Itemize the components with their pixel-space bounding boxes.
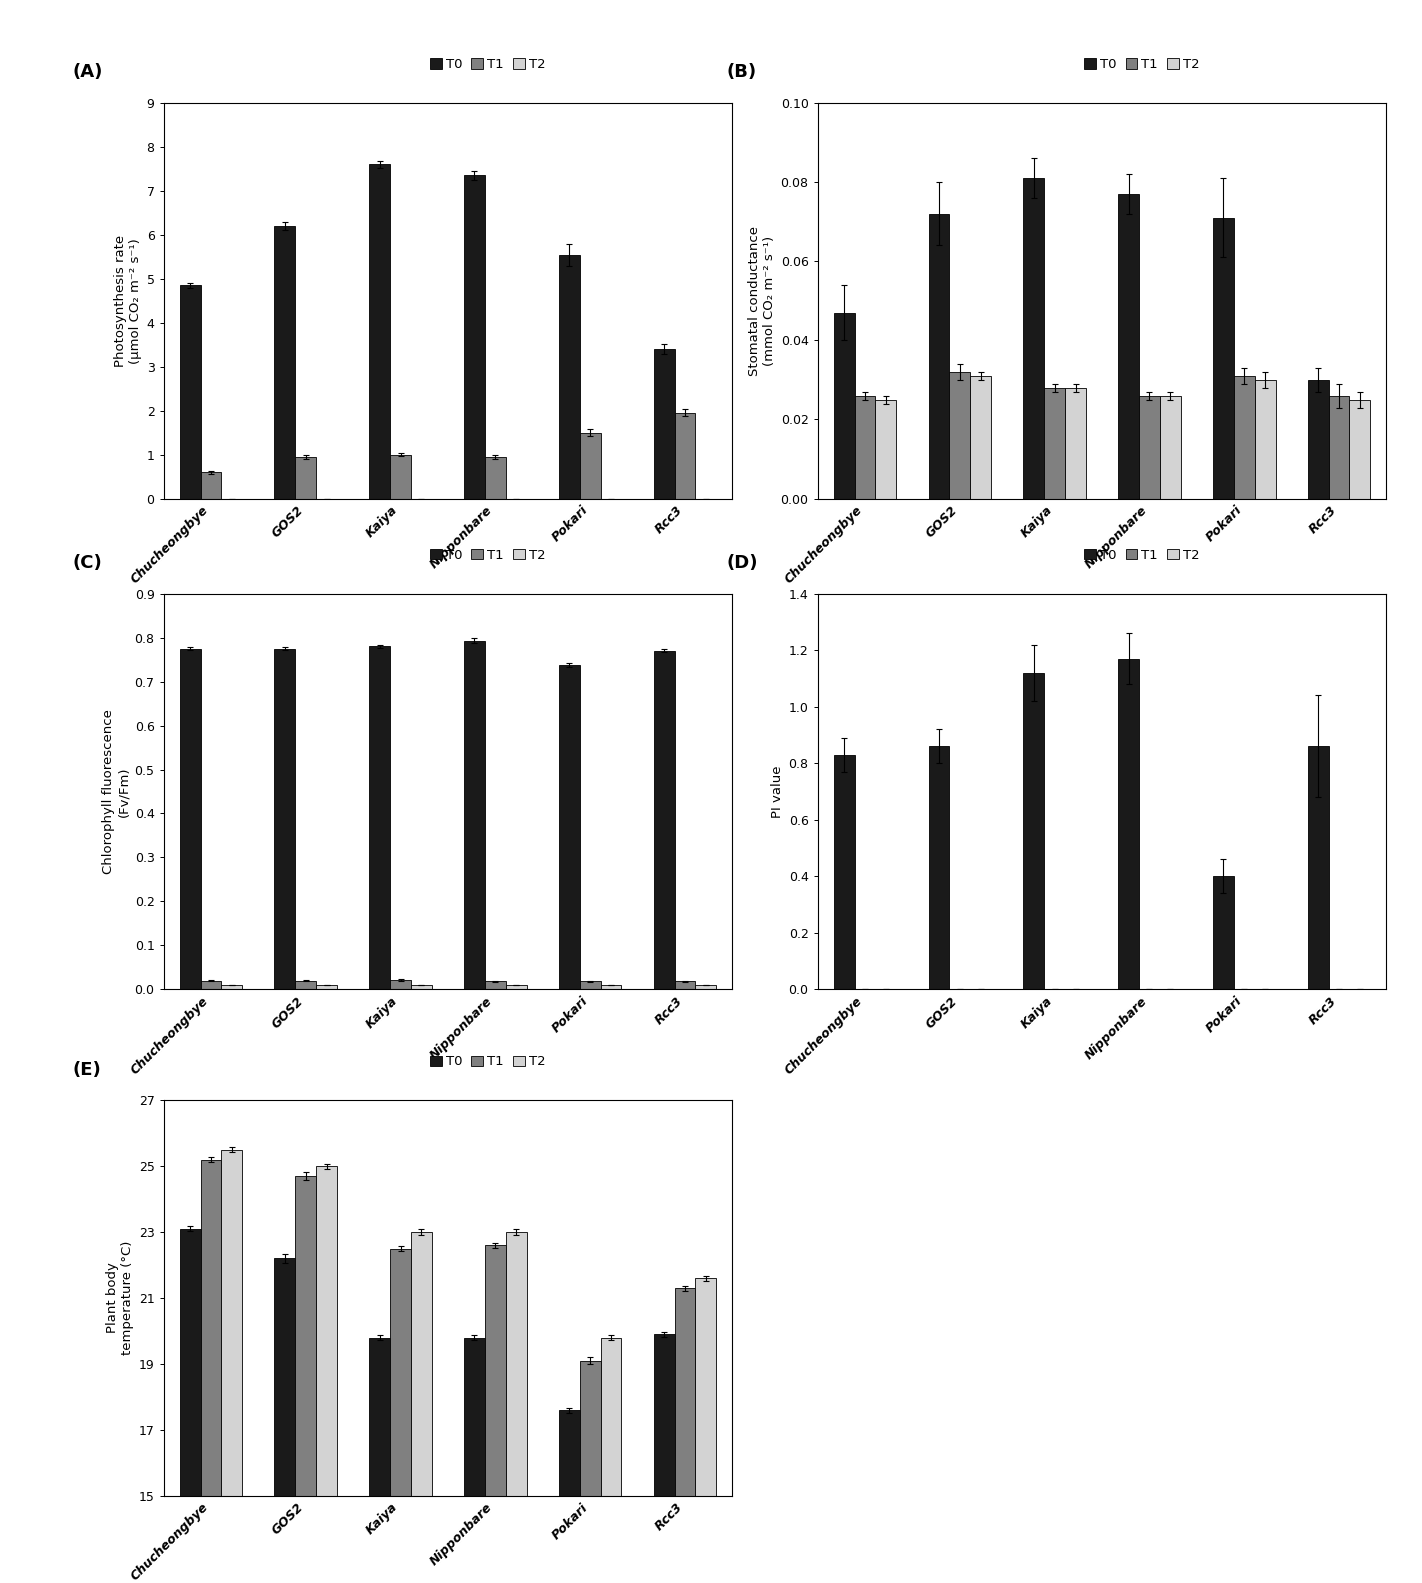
Bar xyxy=(179,285,201,499)
Bar xyxy=(876,400,896,499)
Bar xyxy=(1234,377,1254,499)
Bar xyxy=(1308,746,1328,989)
Bar xyxy=(833,313,855,499)
Bar xyxy=(464,641,485,989)
Bar xyxy=(1118,195,1139,499)
Bar xyxy=(1254,380,1276,499)
Bar xyxy=(580,432,600,499)
Bar xyxy=(274,226,296,499)
Text: (A): (A) xyxy=(73,63,102,81)
Legend: T0, T1, T2: T0, T1, T2 xyxy=(1084,59,1200,71)
Bar xyxy=(1213,877,1234,989)
Bar xyxy=(1024,673,1044,989)
Y-axis label: Plant body
temperature (°C): Plant body temperature (°C) xyxy=(107,1241,135,1355)
Bar xyxy=(970,377,991,499)
Bar xyxy=(654,350,674,499)
Bar xyxy=(390,980,411,989)
Bar xyxy=(316,1167,337,1583)
Bar xyxy=(1160,396,1180,499)
Bar xyxy=(370,165,390,499)
Bar xyxy=(580,1361,600,1583)
Bar xyxy=(559,665,580,989)
Bar xyxy=(222,985,242,989)
Bar xyxy=(1024,179,1044,499)
Bar xyxy=(600,985,621,989)
Bar xyxy=(654,651,674,989)
Y-axis label: Stomatal conductance
(mmol CO₂ m⁻² s⁻¹): Stomatal conductance (mmol CO₂ m⁻² s⁻¹) xyxy=(748,226,776,375)
Bar xyxy=(464,176,485,499)
Bar xyxy=(1213,217,1234,499)
Bar xyxy=(411,985,432,989)
Bar xyxy=(855,396,876,499)
Bar xyxy=(929,214,950,499)
Bar xyxy=(674,981,695,989)
Bar xyxy=(485,1246,506,1583)
Bar xyxy=(485,457,506,499)
Bar xyxy=(485,981,506,989)
Bar xyxy=(390,1249,411,1583)
Bar xyxy=(1044,388,1065,499)
Bar xyxy=(1308,380,1328,499)
Bar xyxy=(390,454,411,499)
Legend: T0, T1, T2: T0, T1, T2 xyxy=(429,59,546,71)
Bar xyxy=(201,980,222,989)
Bar xyxy=(674,1289,695,1583)
Y-axis label: PI value: PI value xyxy=(772,765,785,818)
Bar xyxy=(833,755,855,989)
Bar xyxy=(411,1232,432,1583)
Y-axis label: Photosynthesis rate
(μmol CO₂ m⁻² s⁻¹): Photosynthesis rate (μmol CO₂ m⁻² s⁻¹) xyxy=(114,234,142,367)
Text: (D): (D) xyxy=(727,554,758,571)
Bar xyxy=(222,1149,242,1583)
Bar xyxy=(201,1159,222,1583)
Bar xyxy=(929,746,950,989)
Bar xyxy=(1118,659,1139,989)
Bar xyxy=(296,1176,316,1583)
Bar xyxy=(1349,400,1371,499)
Y-axis label: Chlorophyll fluorescence
(Fv/Fm): Chlorophyll fluorescence (Fv/Fm) xyxy=(102,709,131,874)
Bar xyxy=(201,472,222,499)
Bar xyxy=(559,1410,580,1583)
Bar xyxy=(1139,396,1160,499)
Bar xyxy=(695,985,717,989)
Bar xyxy=(370,1338,390,1583)
Bar xyxy=(1065,388,1086,499)
Legend: T0, T1, T2: T0, T1, T2 xyxy=(429,549,546,562)
Bar xyxy=(506,985,526,989)
Bar xyxy=(1328,396,1349,499)
Bar xyxy=(464,1338,485,1583)
Text: (B): (B) xyxy=(727,63,757,81)
Bar xyxy=(506,1232,526,1583)
Text: (C): (C) xyxy=(73,554,102,571)
Text: (E): (E) xyxy=(73,1061,101,1078)
Bar xyxy=(674,413,695,499)
Bar xyxy=(695,1279,717,1583)
Bar xyxy=(580,981,600,989)
Bar xyxy=(179,649,201,989)
Legend: T0, T1, T2: T0, T1, T2 xyxy=(429,1056,546,1069)
Bar xyxy=(559,255,580,499)
Bar xyxy=(274,1258,296,1583)
Bar xyxy=(316,985,337,989)
Bar xyxy=(654,1334,674,1583)
Bar xyxy=(296,980,316,989)
Legend: T0, T1, T2: T0, T1, T2 xyxy=(1084,549,1200,562)
Bar xyxy=(179,1228,201,1583)
Bar xyxy=(274,649,296,989)
Bar xyxy=(370,646,390,989)
Bar xyxy=(600,1338,621,1583)
Bar xyxy=(950,372,970,499)
Bar xyxy=(296,457,316,499)
